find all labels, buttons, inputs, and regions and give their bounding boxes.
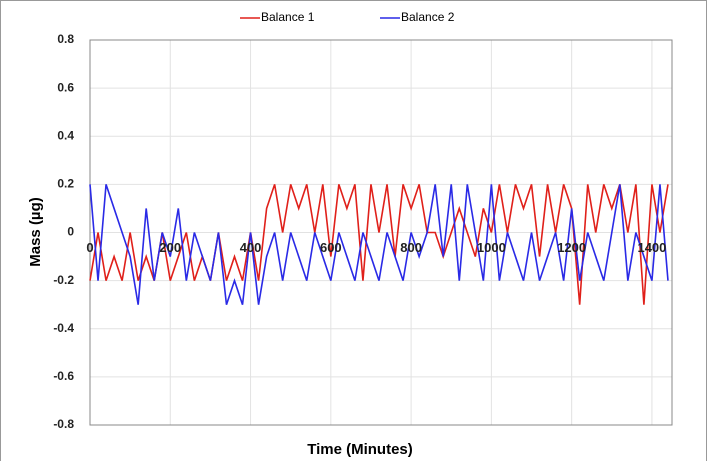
y-tick-label: 0.6 [57, 80, 74, 94]
x-tick-label: 1400 [637, 240, 666, 255]
x-tick-label: 600 [320, 240, 342, 255]
y-tick-label: 0 [67, 225, 74, 239]
x-tick-label: 1200 [557, 240, 586, 255]
x-tick-label: 800 [400, 240, 422, 255]
y-tick-label: 0.2 [57, 177, 74, 191]
legend-label: Balance 2 [401, 10, 455, 24]
y-tick-label: -0.6 [53, 369, 74, 383]
y-tick-label: -0.4 [53, 321, 74, 335]
plot-area [89, 39, 673, 426]
y-tick-label: 0.4 [57, 128, 74, 142]
y-axis-title: Mass (µg) [27, 197, 44, 267]
y-tick-label: -0.8 [53, 417, 74, 431]
y-tick-label: 0.8 [57, 32, 74, 46]
x-tick-label: 1000 [477, 240, 506, 255]
x-axis-title: Time (Minutes) [307, 441, 413, 458]
x-tick-label: 0 [86, 240, 93, 255]
legend-label: Balance 1 [261, 10, 315, 24]
y-tick-label: -0.2 [53, 273, 74, 287]
series-line [89, 184, 669, 305]
x-tick-label: 200 [159, 240, 181, 255]
x-tick-label: 400 [240, 240, 262, 255]
